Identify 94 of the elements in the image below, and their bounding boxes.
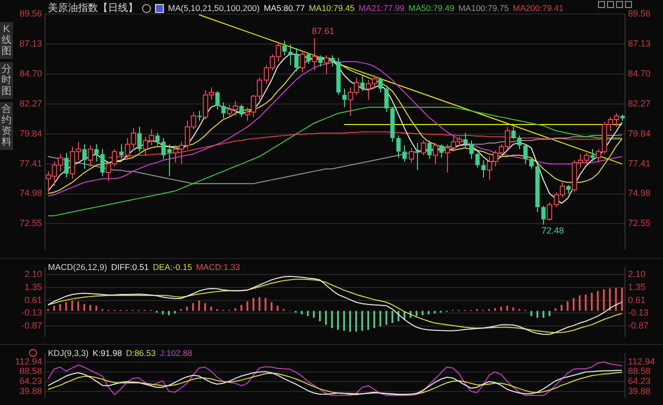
- y2-tick-label: 84.70: [628, 68, 651, 78]
- y2-tick-label: 112.94: [628, 356, 655, 366]
- candlestick: [167, 144, 172, 177]
- candlestick: [415, 142, 420, 171]
- y-tick-label: 82.27: [19, 98, 42, 108]
- candlestick: [119, 144, 124, 160]
- text: MACD:1.33: [196, 262, 240, 272]
- candlestick: [215, 90, 220, 110]
- y-tick-label: 72.55: [19, 218, 42, 228]
- annotation: 72.48: [541, 226, 564, 236]
- candlestick: [511, 126, 516, 140]
- candlestick: [82, 144, 87, 170]
- candlestick: [529, 157, 534, 170]
- y-tick-label: 1.35: [24, 282, 42, 292]
- text: MA21:77.99: [358, 3, 404, 13]
- legend-title: MACD(26,12,9): [48, 262, 108, 272]
- candlestick: [541, 205, 546, 226]
- annotation: 87.61: [312, 26, 334, 36]
- candlestick: [288, 44, 293, 66]
- legend-title: KDJ(9,3,3): [48, 348, 89, 358]
- y-tick-label: 88.58: [19, 366, 42, 376]
- series-label: J:102.88: [160, 348, 192, 358]
- y2-tick-label: 2.10: [628, 269, 646, 280]
- text: MA5:80.77: [264, 3, 305, 13]
- text: DEA:-0.15: [152, 262, 192, 272]
- candlestick: [396, 135, 401, 158]
- y2-tick-label: 72.55: [628, 218, 651, 228]
- text: MA10:79.45: [308, 3, 355, 13]
- y2-tick-label: 1.35: [628, 282, 646, 292]
- y2-tick-label: -0.87: [628, 320, 649, 330]
- candlestick: [402, 144, 407, 162]
- y2-tick-label: 79.84: [628, 128, 651, 138]
- y-tick-label: 74.98: [19, 188, 42, 198]
- y2-tick-label: 88.58: [628, 366, 651, 376]
- candlestick: [566, 184, 571, 194]
- y2-tick-label: 89.56: [628, 8, 651, 18]
- candlestick: [155, 132, 160, 146]
- text: 分时图: [0, 62, 13, 99]
- candlestick: [282, 40, 287, 56]
- candlestick: [221, 102, 226, 119]
- candlestick: [318, 54, 323, 68]
- candlestick: [475, 152, 480, 168]
- text: K:91.98: [92, 348, 122, 358]
- text: MA200:79.41: [512, 3, 564, 13]
- candlestick: [294, 48, 299, 72]
- candlestick: [427, 140, 432, 160]
- text: K线图: [0, 22, 13, 59]
- text: DIFF:0.51: [111, 262, 149, 272]
- y-tick-label: -0.13: [21, 308, 42, 318]
- text: MA50:79.49: [408, 3, 454, 13]
- candlestick: [137, 126, 142, 152]
- candlestick: [523, 144, 528, 164]
- y2-tick-label: -0.13: [628, 308, 649, 318]
- candlestick: [360, 76, 365, 92]
- y-tick-label: 79.84: [19, 128, 42, 138]
- y2-tick-label: 0.61: [628, 294, 646, 305]
- candlestick: [100, 148, 105, 177]
- y-tick-label: 112.94: [15, 356, 42, 366]
- text: 合约资料: [0, 102, 13, 150]
- candlestick: [161, 138, 166, 160]
- candlestick: [535, 163, 540, 212]
- y2-tick-label: 64.23: [628, 376, 651, 386]
- y2-tick-label: 87.13: [628, 38, 651, 48]
- candlestick: [342, 88, 347, 108]
- candlestick: [384, 86, 389, 113]
- y-tick-label: 84.70: [19, 68, 42, 78]
- candlestick: [94, 144, 99, 162]
- text: MA100:79.75: [458, 3, 509, 13]
- y-tick-label: 77.41: [19, 158, 42, 168]
- candlestick: [481, 160, 486, 178]
- y-tick-label: 87.13: [19, 38, 42, 48]
- candlestick: [590, 148, 595, 162]
- y-tick-label: -0.87: [21, 320, 42, 330]
- candlestick: [390, 106, 395, 142]
- legend-title: MA(5,10,21,50,100,200): [168, 3, 260, 13]
- y2-tick-label: 77.41: [628, 158, 651, 168]
- candlestick: [306, 52, 311, 65]
- y-tick-label: 89.56: [19, 8, 42, 18]
- candlestick: [517, 135, 522, 150]
- candlestick: [336, 57, 341, 96]
- text: D:86.53: [126, 348, 156, 358]
- candlestick: [64, 152, 69, 178]
- candlestick: [620, 114, 625, 122]
- y-tick-label: 64.23: [19, 376, 42, 386]
- y2-tick-label: 82.27: [628, 98, 651, 108]
- y-tick-label: 2.10: [24, 269, 42, 280]
- y2-tick-label: 39.88: [628, 386, 651, 396]
- y-tick-label: 39.88: [19, 386, 42, 396]
- candlestick: [239, 104, 244, 118]
- y2-tick-label: 74.98: [628, 188, 651, 198]
- chart-title: 美原油指数【日线】: [48, 2, 138, 15]
- candlestick: [439, 144, 444, 158]
- candlestick: [469, 140, 474, 160]
- y-tick-label: 0.61: [24, 294, 42, 305]
